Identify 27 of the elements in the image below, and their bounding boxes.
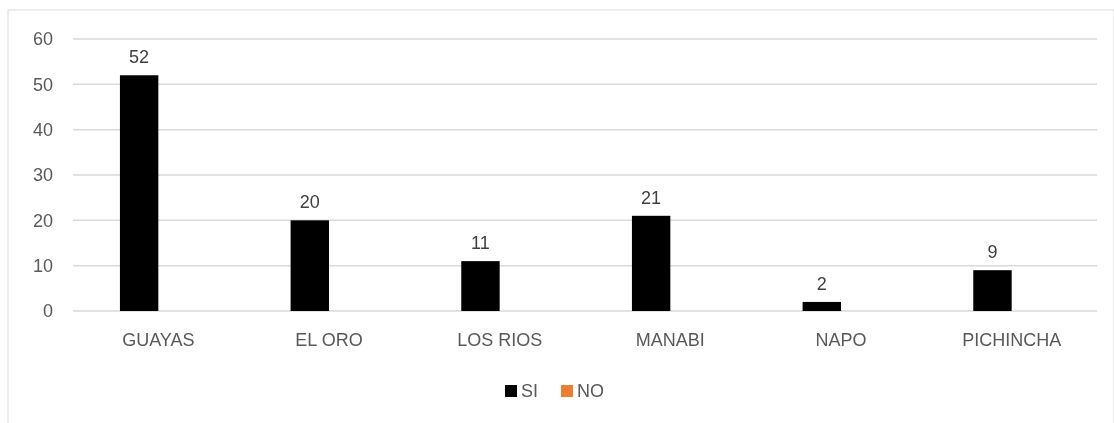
x-tick-label: PICHINCHA [962,330,1062,350]
legend-label: SI [521,381,539,402]
data-label: 9 [987,242,998,263]
data-label: 20 [299,192,320,213]
y-tick-label: 60 [32,29,53,50]
x-tick-label: MANABI [635,330,705,350]
y-tick-label: 50 [32,74,53,95]
x-tick-label: GUAYAS [122,330,195,350]
bar [631,215,671,311]
bar [119,75,159,311]
legend-label: NO [577,381,604,402]
x-tick-label: LOS RIOS [457,330,543,350]
data-label: 52 [129,47,150,68]
y-tick-label: 20 [32,210,53,231]
y-tick-label: 10 [32,255,53,276]
bar [290,220,329,311]
y-tick-label: 0 [42,301,53,322]
x-tick-label: NAPO [815,330,867,350]
data-label: 2 [816,273,827,294]
x-tick-label: EL ORO [295,330,363,350]
bar [461,261,500,311]
bar [802,301,841,311]
data-label: 11 [471,233,490,254]
data-label: 21 [641,187,662,208]
y-tick-label: 30 [32,165,53,186]
bar [973,270,1012,311]
y-tick-label: 40 [32,119,53,140]
